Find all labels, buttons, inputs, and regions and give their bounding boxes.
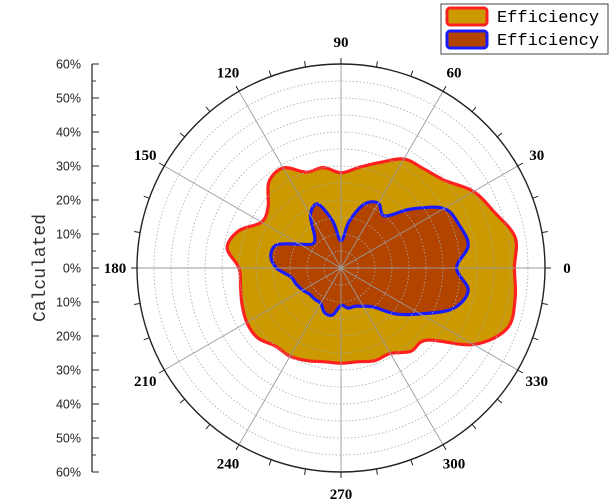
spoke-120 [238, 91, 342, 269]
angle-label-180: 180 [104, 261, 127, 277]
angle-tick [134, 302, 141, 305]
angle-label-150: 150 [134, 148, 157, 164]
angle-tick [410, 70, 414, 77]
angle-tick [410, 459, 414, 466]
angle-tick [143, 195, 150, 199]
angle-tick [541, 231, 548, 234]
angle-tick [517, 369, 524, 374]
radial-tick-label: 60% [56, 466, 81, 480]
radial-tick-label: 60% [56, 58, 81, 72]
angle-tick [235, 85, 240, 92]
angle-tick [235, 444, 240, 451]
angle-tick [179, 398, 186, 404]
radial-tick-label: 20% [56, 194, 81, 208]
angle-label-0: 0 [563, 261, 571, 277]
angle-tick [532, 337, 539, 341]
angle-tick [517, 162, 524, 167]
radial-tick-label: 10% [56, 296, 81, 310]
angle-tick [179, 132, 186, 138]
angle-tick [375, 61, 378, 68]
angle-tick [304, 468, 307, 475]
angle-tick [143, 337, 150, 341]
angle-labels: 0 30 60 90 120 150 180 210 240 270 300 330 [104, 35, 571, 500]
spoke-150 [164, 165, 342, 269]
angle-tick [268, 70, 272, 77]
angle-tick [304, 61, 307, 68]
radial-tick-label: 10% [56, 228, 81, 242]
angle-tick [541, 302, 548, 305]
legend-label-1: Efficiency [497, 9, 599, 28]
radial-tick-label: 30% [56, 364, 81, 378]
spoke-240 [238, 267, 342, 445]
spoke-210 [164, 267, 342, 371]
data-layer [225, 157, 519, 365]
angle-label-90: 90 [334, 35, 349, 51]
angle-label-240: 240 [217, 457, 240, 473]
radial-tick-label: 20% [56, 330, 81, 344]
angle-tick [496, 398, 503, 404]
polar-grid [131, 58, 551, 478]
angle-tick [268, 459, 272, 466]
spoke-300 [340, 267, 444, 445]
radial-tick-label: 30% [56, 160, 81, 174]
angle-label-270: 270 [330, 487, 353, 500]
legend-label-2: Efficiency [497, 32, 599, 51]
angle-tick [158, 162, 165, 167]
radial-axis: 60% 50% 40% 30% 20% 10% 0% 10% 20% 30% 40% 50% 60% [56, 58, 99, 480]
spoke-330 [340, 267, 518, 371]
angle-tick [205, 106, 211, 113]
angle-tick [134, 231, 141, 234]
angle-label-330: 330 [525, 374, 548, 390]
radial-tick-label: 40% [56, 398, 81, 412]
legend-swatch-1 [445, 6, 489, 27]
angle-label-60: 60 [447, 65, 462, 81]
angle-tick [532, 195, 539, 199]
angle-label-120: 120 [217, 65, 240, 81]
angle-tick [471, 106, 477, 113]
angle-tick [496, 132, 503, 138]
angle-tick [375, 468, 378, 475]
spoke-30 [340, 165, 518, 269]
angle-tick [158, 369, 165, 374]
angle-tick [471, 423, 477, 430]
angle-tick [442, 85, 447, 92]
radial-tick-label: 50% [56, 432, 81, 446]
y-axis-title: Calculated [31, 214, 51, 322]
radial-tick-label: 50% [56, 92, 81, 106]
legend: Efficiency Efficiency [440, 3, 609, 55]
radial-tick-label: 40% [56, 126, 81, 140]
radial-tick-label: 0% [63, 262, 81, 276]
angle-tick [442, 444, 447, 451]
angle-label-30: 30 [529, 148, 544, 164]
angle-tick [205, 423, 211, 430]
spoke-60 [340, 91, 444, 269]
angle-label-300: 300 [443, 457, 466, 473]
legend-swatch-2 [445, 29, 489, 50]
angle-label-210: 210 [134, 374, 157, 390]
